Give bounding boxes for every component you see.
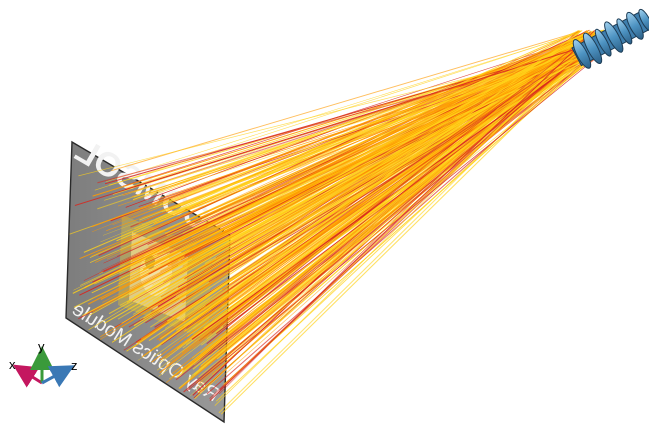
ray bbox=[214, 47, 582, 407]
ray bbox=[122, 34, 597, 197]
ray bbox=[216, 50, 590, 334]
ray bbox=[98, 29, 590, 256]
ray bbox=[94, 32, 581, 191]
ray bbox=[209, 37, 596, 355]
ray bbox=[218, 41, 597, 414]
ray bbox=[205, 44, 590, 307]
ray bbox=[106, 32, 580, 183]
ray bbox=[209, 30, 596, 401]
ray bbox=[139, 40, 604, 221]
y-axis-label: y bbox=[38, 339, 45, 354]
z-axis-label: z bbox=[71, 358, 78, 373]
ray bbox=[206, 29, 607, 340]
ray bbox=[193, 34, 601, 375]
ray bbox=[73, 49, 604, 308]
ray bbox=[148, 34, 586, 248]
ray bbox=[143, 43, 580, 322]
x-axis-label: x bbox=[9, 357, 16, 372]
ray bbox=[104, 32, 596, 278]
ray-bundle bbox=[69, 29, 607, 415]
ray bbox=[148, 47, 594, 342]
ray bbox=[156, 30, 582, 349]
ray bbox=[102, 50, 587, 303]
axis-triad-icon: x y z bbox=[9, 339, 78, 388]
ray bbox=[120, 33, 590, 220]
ray bbox=[191, 39, 599, 259]
ray bbox=[184, 39, 595, 251]
ray bbox=[111, 31, 579, 172]
ray bbox=[183, 38, 600, 393]
ray bbox=[124, 47, 580, 191]
ray bbox=[220, 46, 596, 415]
ray bbox=[196, 46, 587, 389]
ray bbox=[186, 50, 605, 392]
x-axis-arrow bbox=[12, 364, 43, 388]
ray bbox=[153, 48, 604, 225]
ray bbox=[92, 35, 605, 299]
ray bbox=[222, 36, 587, 327]
ray bbox=[121, 33, 598, 324]
z-axis-arrow bbox=[41, 365, 75, 388]
ray bbox=[204, 29, 590, 264]
ray bbox=[183, 46, 604, 258]
ray bbox=[166, 51, 604, 383]
